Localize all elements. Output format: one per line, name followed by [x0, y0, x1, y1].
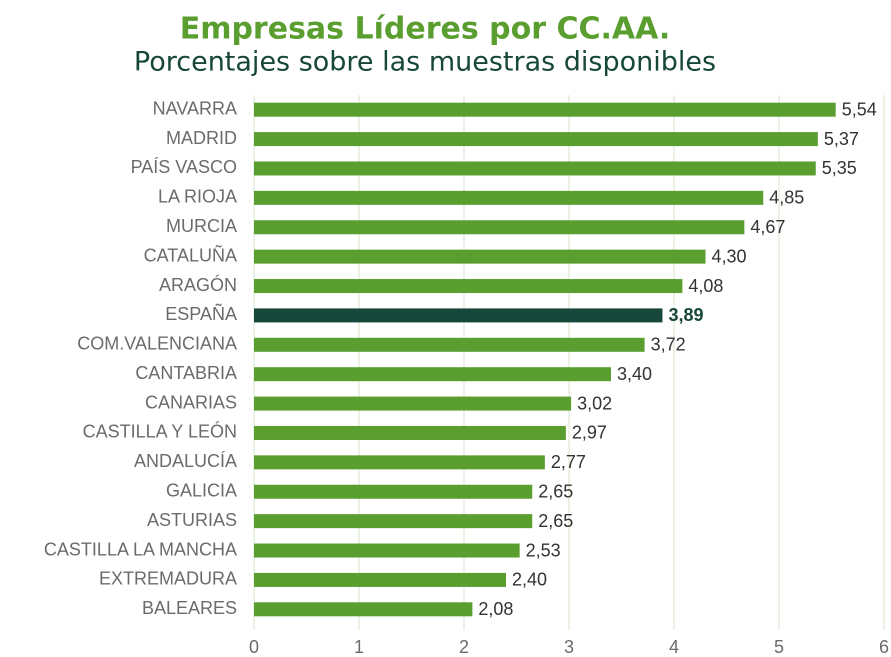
y-tick-label: CASTILLA Y LEÓN [83, 421, 237, 442]
bar [254, 367, 611, 382]
x-tick-label: 0 [249, 637, 259, 657]
value-label: 2,40 [512, 570, 547, 590]
bar [254, 190, 764, 205]
value-label: 5,35 [822, 158, 857, 178]
bar [254, 484, 533, 499]
value-label: 2,77 [551, 452, 586, 472]
value-label: 3,40 [617, 364, 652, 384]
bar [254, 425, 566, 440]
value-label: 5,37 [824, 129, 859, 149]
value-label: 3,02 [577, 393, 612, 413]
x-tick-label: 2 [459, 637, 469, 657]
chart-subtitle: Porcentajes sobre las muestras disponibl… [134, 47, 716, 78]
bar [254, 279, 683, 294]
y-tick-label: ARAGÓN [159, 274, 237, 295]
y-tick-label: NAVARRA [153, 98, 237, 118]
value-label: 2,65 [538, 482, 573, 502]
bar [254, 572, 506, 587]
value-label: 4,30 [712, 246, 747, 266]
y-tick-label: COM.VALENCIANA [77, 334, 237, 354]
value-label: 2,08 [478, 599, 513, 619]
x-tick-label: 5 [774, 637, 784, 657]
y-tick-label: CANTABRIA [135, 363, 237, 383]
bar [254, 132, 818, 147]
bar [254, 602, 473, 617]
value-label: 4,08 [688, 276, 723, 296]
chart-title: Empresas Líderes por CC.AA. [180, 12, 671, 47]
bar [254, 249, 706, 264]
bar [254, 308, 663, 323]
bar [254, 455, 545, 470]
bar [254, 161, 816, 176]
y-tick-label: LA RIOJA [158, 187, 237, 207]
value-label: 2,53 [526, 540, 561, 560]
bar [254, 220, 745, 235]
bar [254, 102, 836, 117]
value-label: 4,67 [750, 217, 785, 237]
y-tick-label: CASTILLA LA MANCHA [44, 539, 237, 559]
value-label: 2,65 [538, 511, 573, 531]
x-tick-label: 4 [669, 637, 679, 657]
bar [254, 337, 645, 352]
y-tick-label: ASTURIAS [147, 510, 237, 530]
y-tick-label: ESPAÑA [165, 303, 237, 324]
y-tick-label: GALICIA [166, 481, 237, 501]
y-tick-label: ANDALUCÍA [134, 451, 237, 471]
value-label: 4,85 [769, 188, 804, 208]
x-tick-label: 3 [564, 637, 574, 657]
y-tick-label: CATALUÑA [144, 244, 237, 265]
value-label: 3,89 [668, 305, 703, 325]
y-tick-label: PAÍS VASCO [131, 157, 237, 177]
x-tick-label: 1 [354, 637, 364, 657]
y-tick-label: BALEARES [142, 598, 237, 618]
value-label: 5,54 [842, 99, 877, 119]
value-label: 3,72 [651, 335, 686, 355]
y-tick-label: MURCIA [166, 216, 237, 236]
bar [254, 514, 533, 529]
bar [254, 543, 520, 558]
y-tick-label: MADRID [166, 128, 237, 148]
value-label: 2,97 [572, 423, 607, 443]
y-tick-label: CANARIAS [145, 392, 237, 412]
bar [254, 396, 572, 411]
x-tick-label: 6 [879, 637, 889, 657]
y-tick-label: EXTREMADURA [99, 569, 237, 589]
